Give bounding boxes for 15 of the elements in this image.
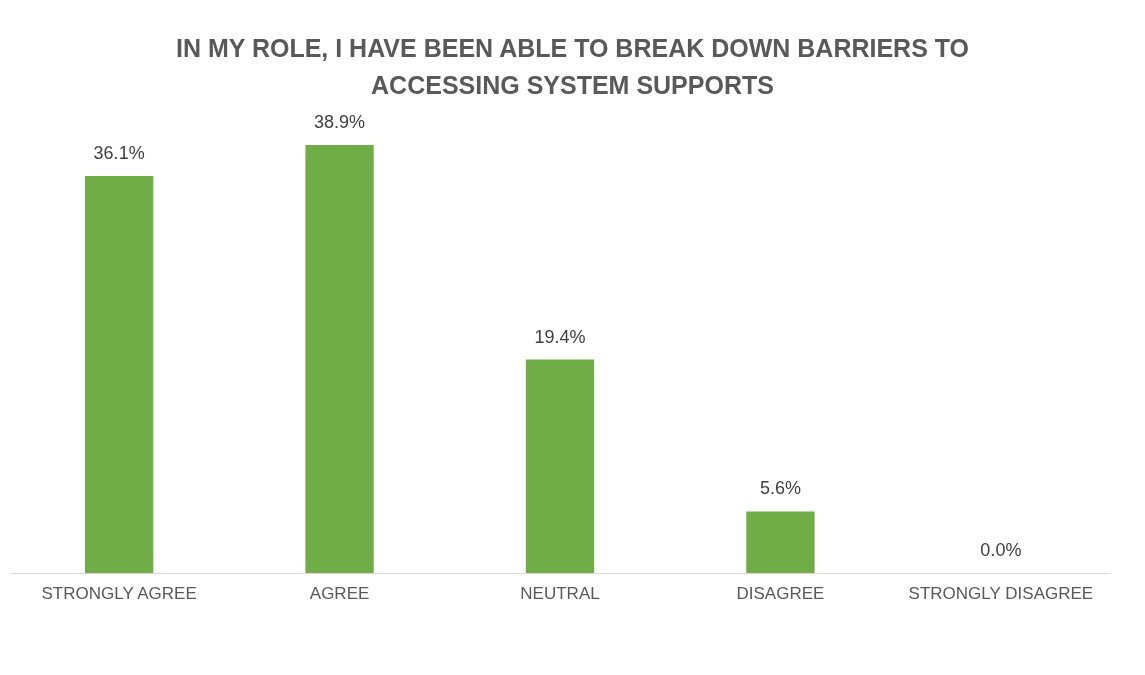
data-label: 5.6% [759, 478, 801, 499]
x-tick-label: NEUTRAL [520, 583, 600, 603]
data-label: 36.1% [93, 142, 145, 163]
data-label: 0.0% [980, 540, 1022, 560]
data-label: 38.9% [314, 112, 366, 133]
x-tick-label: AGREE [309, 583, 370, 603]
bar [305, 145, 374, 573]
x-tick-label: STRONGLY DISAGREE [908, 583, 1094, 603]
bar [525, 359, 595, 573]
chart-title: IN MY ROLE, I HAVE BEEN ABLE TO BREAK DOWN BARRIERS TO ACCESSING SYSTEM SUPPORTS [174, 33, 971, 101]
bar [746, 511, 815, 573]
x-tick-label: DISAGREE [736, 583, 825, 603]
x-tick-label: STRONGLY AGREE [41, 583, 197, 603]
data-label: 19.4% [534, 326, 586, 347]
bar [84, 175, 154, 573]
